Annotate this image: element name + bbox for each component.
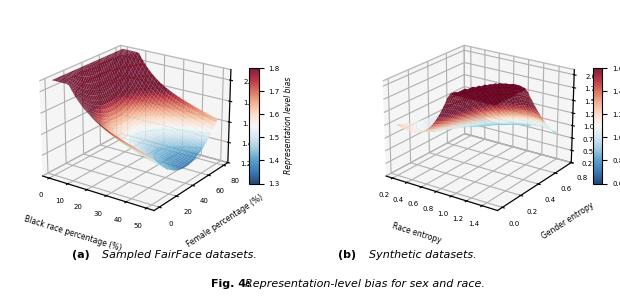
Text: Synthetic datasets.: Synthetic datasets. — [369, 250, 477, 260]
Text: Representation-level bias for sex and race.: Representation-level bias for sex and ra… — [245, 279, 485, 289]
Text: Fig. 4:: Fig. 4: — [211, 279, 250, 289]
X-axis label: Race entropy: Race entropy — [391, 222, 442, 245]
Y-axis label: Representation level bias: Representation level bias — [284, 77, 293, 174]
Text: (b): (b) — [338, 250, 356, 260]
Y-axis label: Female percentage (%): Female percentage (%) — [185, 193, 265, 249]
X-axis label: Black race percentage (%): Black race percentage (%) — [24, 214, 123, 253]
Text: (a): (a) — [72, 250, 89, 260]
Y-axis label: Gender entropy: Gender entropy — [541, 201, 596, 241]
Text: Sampled FairFace datasets.: Sampled FairFace datasets. — [102, 250, 257, 260]
